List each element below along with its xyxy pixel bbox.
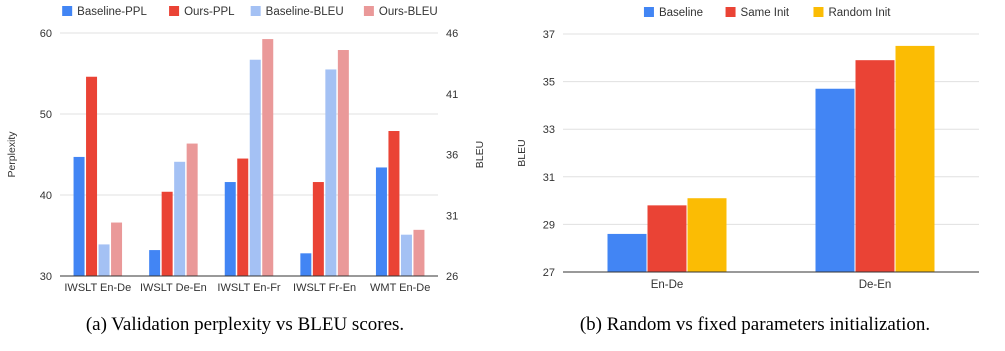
y-tick-label: 29 (543, 219, 555, 231)
bar (337, 50, 349, 277)
figure-b: 27 29 31 33 35 37 En-De De-En BLEU Baseline Same I… (505, 0, 1005, 351)
bar (815, 88, 855, 273)
y2-tick-label: 41 (446, 89, 458, 101)
bar (224, 182, 236, 276)
y-tick-label: 40 (40, 190, 52, 202)
bar (895, 45, 935, 273)
legend-swatch (250, 6, 261, 16)
caption-b: (b) Random vs fixed parameters initializ… (579, 314, 931, 335)
y2-tick-label: 46 (446, 28, 458, 40)
bar (855, 60, 895, 273)
bar (186, 143, 198, 276)
bar (687, 198, 727, 272)
x-tick-label: En-De (651, 279, 684, 291)
legend-swatch (725, 7, 736, 17)
legend-swatch (643, 7, 654, 17)
bar (98, 244, 110, 276)
chart-b: 27 29 31 33 35 37 En-De De-En BLEU Baseline Same I… (516, 7, 979, 291)
legend-label: Baseline-PPL (77, 6, 147, 18)
x-tick-label: IWSLT De-En (140, 282, 207, 294)
y-tick-label: 37 (543, 29, 555, 41)
bar (647, 205, 687, 272)
y-tick-label: 30 (40, 271, 52, 283)
y-tick-label: 60 (40, 28, 52, 40)
y-tick-label: 33 (543, 124, 555, 136)
bar (149, 250, 161, 276)
bar (174, 161, 186, 276)
bar (400, 234, 412, 276)
bar (249, 59, 261, 277)
y-tick-label: 35 (543, 77, 555, 89)
caption-a: (a) Validation perplexity vs BLEU scores… (85, 314, 405, 335)
legend-swatch (813, 7, 824, 17)
bar (161, 191, 173, 276)
x-tick-label: IWSLT En-Fr (217, 282, 280, 294)
y-axis-title: Perplexity (6, 131, 18, 178)
bar (375, 167, 387, 276)
bar (413, 229, 425, 276)
chart-a: 30 40 50 60 26 31 36 41 46 IWSLT En-De IWSLT De-En… (6, 6, 486, 294)
bar (73, 156, 85, 276)
legend-label: Baseline (659, 7, 703, 19)
bar (111, 222, 123, 276)
legend-label: Ours-PPL (184, 6, 235, 18)
y-tick-label: 50 (40, 109, 52, 121)
bar (262, 39, 274, 277)
legend-swatch (363, 6, 374, 16)
x-tick-label: IWSLT Fr-En (293, 282, 356, 294)
bar (325, 69, 337, 276)
legend-label: Baseline-BLEU (266, 6, 344, 18)
x-tick-label: De-En (859, 279, 892, 291)
y-tick-label: 31 (543, 172, 555, 184)
x-tick-label: IWSLT En-De (64, 282, 131, 294)
legend-swatch (169, 6, 180, 16)
y2-axis-title: BLEU (474, 141, 486, 168)
legend-label: Ours-BLEU (379, 6, 438, 18)
y2-tick-label: 31 (446, 210, 458, 222)
bar (607, 233, 647, 272)
legend-label: Same Init (741, 7, 790, 19)
bar (312, 182, 324, 276)
x-tick-label: WMT En-De (370, 282, 430, 294)
legend-swatch (62, 6, 73, 16)
legend-label: Random Init (828, 7, 891, 19)
bar (86, 76, 98, 277)
y-tick-label: 27 (543, 267, 555, 279)
y2-tick-label: 26 (446, 271, 458, 283)
bar (388, 131, 400, 276)
y-axis-title: BLEU (516, 139, 528, 166)
y2-tick-label: 36 (446, 150, 458, 162)
figure-a: 30 40 50 60 26 31 36 41 46 IWSLT En-De IWSLT De-En… (0, 0, 490, 351)
bar (300, 253, 312, 276)
bar (237, 158, 249, 276)
